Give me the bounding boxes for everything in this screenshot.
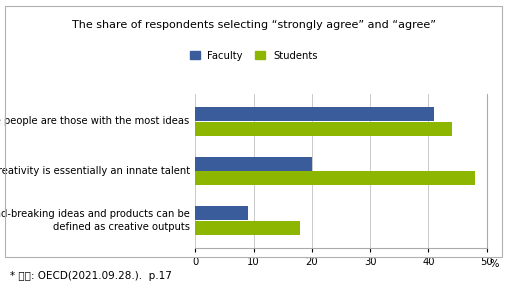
Bar (195, 107, 434, 121)
Text: * 자료: OECD(2021.09.28.).  p.17: * 자료: OECD(2021.09.28.). p.17 (10, 271, 172, 281)
Bar (195, 122, 452, 136)
Text: The share of respondents selecting “strongly agree” and “agree”: The share of respondents selecting “stro… (71, 20, 436, 30)
Bar (195, 156, 312, 170)
Bar (195, 206, 248, 220)
Text: %: % (490, 259, 499, 269)
Legend: Faculty, Students: Faculty, Students (190, 51, 317, 61)
Bar (195, 221, 300, 235)
Bar (195, 172, 475, 186)
